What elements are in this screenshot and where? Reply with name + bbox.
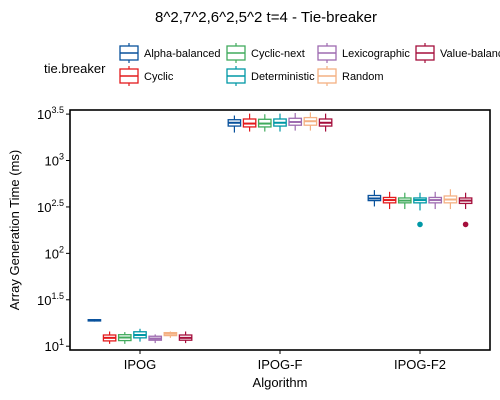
box-lexicographic-ipog-f2	[428, 191, 443, 210]
x-axis-title: Algorithm	[253, 375, 308, 390]
legend-item-random: Random	[317, 66, 384, 86]
y-tick-base: 10	[45, 339, 59, 354]
box-value-balanced-ipog-f2	[458, 192, 473, 228]
box-lexicographic-ipog-f	[288, 112, 303, 131]
box-random-ipog-f	[303, 112, 318, 131]
legend-label: Deterministic	[251, 71, 315, 83]
y-tick-label: 101.5	[37, 291, 64, 308]
legend-label: Lexicographic	[342, 48, 410, 60]
x-tick-label: IPOG-F2	[394, 357, 446, 372]
box-deterministic-ipog	[133, 328, 147, 342]
box-deterministic-ipog-f2	[413, 192, 427, 228]
box-value-balanced-ipog-f	[318, 113, 333, 132]
box-alpha-balanced-ipog-f2	[367, 190, 382, 207]
x-axis: IPOG IPOG-F IPOG-F2	[124, 350, 446, 372]
box-random-ipog-f2	[443, 189, 458, 210]
legend-label: Value-balanced	[440, 48, 500, 60]
legend-item-value-balanced: Value-balanced	[415, 43, 500, 63]
box-group	[87, 112, 473, 344]
box-cyclic-ipog-f	[242, 113, 257, 132]
legend-label: Cyclic	[144, 71, 174, 83]
chart-title: 8^2,7^2,6^2,5^2 t=4 - Tie-breaker	[155, 9, 377, 26]
box-alpha-balanced-ipog	[87, 319, 102, 322]
legend-title: tie.breaker	[44, 61, 106, 76]
x-tick-label: IPOG-F	[258, 357, 303, 372]
plot-panel	[69, 109, 491, 351]
legend-item-lexicographic: Lexicographic	[317, 43, 410, 63]
legend-label: Random	[342, 71, 384, 83]
legend-label: Alpha-balanced	[144, 48, 220, 60]
box-cyclic-next-ipog	[117, 332, 132, 344]
y-tick-exponent: 1.5	[51, 291, 64, 301]
box-cyclic-ipog	[102, 331, 117, 344]
box-cyclic-ipog-f2	[382, 191, 397, 210]
y-tick-label: 101	[45, 337, 64, 354]
y-tick-exponent: 3.5	[51, 105, 64, 115]
y-tick-base: 10	[45, 246, 59, 261]
y-tick-base: 10	[37, 200, 51, 215]
box-lexicographic-ipog	[148, 334, 163, 344]
y-tick-base: 10	[37, 107, 51, 122]
outlier-point	[417, 221, 423, 228]
y-tick-exponent: 2.5	[51, 198, 64, 208]
x-tick-label: IPOG	[124, 357, 157, 372]
box-cyclic-next-ipog-f2	[397, 192, 412, 210]
box-cyclic-next-ipog-f	[257, 114, 272, 132]
y-tick-exponent: 2	[59, 244, 64, 254]
box-random-ipog	[163, 331, 178, 338]
y-tick-exponent: 3	[59, 152, 64, 162]
y-tick-label: 102.5	[37, 198, 64, 215]
y-tick-label: 102	[45, 244, 64, 261]
box-value-balanced-ipog	[178, 331, 193, 344]
y-tick-label: 103.5	[37, 105, 64, 122]
legend-items: Alpha-balanced Cyclic Cyclic-next Determini…	[119, 43, 500, 86]
legend-item-cyclic: Cyclic	[119, 66, 174, 86]
box-deterministic-ipog-f	[273, 113, 287, 132]
y-tick-base: 10	[37, 293, 51, 308]
legend-item-alpha-balanced: Alpha-balanced	[119, 43, 220, 63]
legend: tie.breaker Alpha-balanced Cyclic Cyclic-n…	[44, 43, 500, 86]
box-alpha-balanced-ipog-f	[227, 115, 242, 133]
outlier-point	[462, 221, 469, 228]
legend-label: Cyclic-next	[251, 48, 305, 60]
legend-item-cyclic-next: Cyclic-next	[226, 43, 305, 63]
y-axis-title: Array Generation Time (ms)	[7, 150, 22, 310]
y-tick-exponent: 1	[59, 337, 64, 347]
legend-item-deterministic: Deterministic	[226, 66, 315, 86]
y-tick-label: 103	[45, 152, 64, 169]
y-tick-base: 10	[45, 154, 59, 169]
